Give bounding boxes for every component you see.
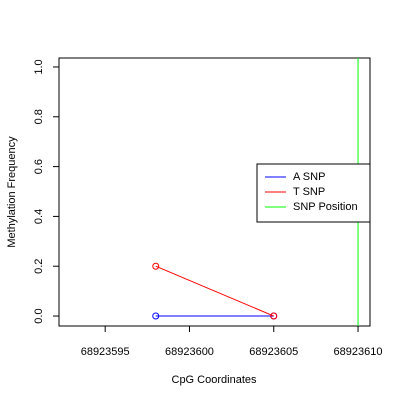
legend-label: SNP Position (293, 201, 358, 213)
y-tick-label: 0.8 (33, 109, 45, 124)
legend-label: A SNP (293, 171, 325, 183)
y-tick-label: 1.0 (33, 59, 45, 74)
data-point (152, 312, 160, 320)
series-line (155, 265, 274, 317)
legend-label: T SNP (293, 186, 325, 198)
x-tick-label: 68923605 (249, 346, 298, 358)
x-tick-label: 68923600 (165, 346, 214, 358)
y-tick-label: 0.6 (33, 159, 45, 174)
x-axis-label: CpG Coordinates (172, 374, 257, 386)
y-tick-label: 0.2 (33, 259, 45, 274)
data-point (270, 312, 278, 320)
y-tick-label: 0.4 (33, 209, 45, 224)
x-tick-label: 68923610 (334, 346, 383, 358)
data-point (152, 262, 160, 270)
y-tick-label: 0.0 (33, 308, 45, 323)
y-axis-label: Methylation Frequency (6, 136, 18, 248)
x-tick-label: 68923595 (81, 346, 130, 358)
legend-box (256, 163, 371, 223)
